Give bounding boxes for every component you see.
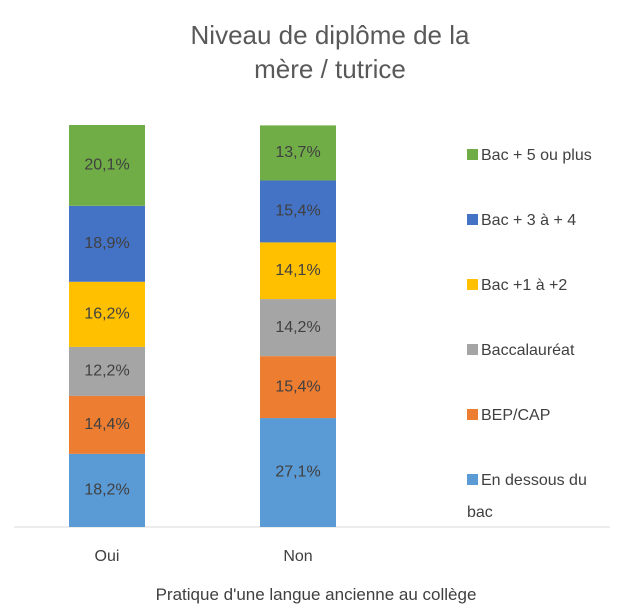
data-label: 27,1% xyxy=(275,464,320,481)
legend-entry: Baccalauréat xyxy=(467,335,627,367)
bar-segment xyxy=(260,125,336,181)
x-axis-title: Pratique d'une langue ancienne au collèg… xyxy=(155,585,477,604)
legend-swatch xyxy=(467,409,478,420)
bar-segment xyxy=(69,346,145,396)
data-label: 15,4% xyxy=(275,378,320,395)
bar-segment xyxy=(69,205,145,282)
data-label: 15,4% xyxy=(275,203,320,220)
data-label: 16,2% xyxy=(84,306,129,323)
legend-entry: Bac + 3 à + 4 xyxy=(467,205,627,237)
legend-label: En dessous du bac xyxy=(467,472,587,521)
data-label: 12,2% xyxy=(84,363,129,380)
data-label: 14,2% xyxy=(275,319,320,336)
bar-segment xyxy=(69,125,145,206)
data-label: 14,4% xyxy=(84,416,129,433)
legend-swatch xyxy=(467,149,478,160)
legend-entry: Bac +1 à +2 xyxy=(467,270,627,302)
chart-title: Niveau de diplôme de la mère / tutrice xyxy=(190,20,470,84)
data-label: 20,1% xyxy=(84,157,129,174)
legend-entry: En dessous du bac xyxy=(467,465,617,529)
bar-segment xyxy=(260,242,336,300)
legend-swatch xyxy=(467,214,478,225)
x-tick-label: Oui xyxy=(95,548,120,565)
bar-segment xyxy=(69,395,145,454)
legend-label: Bac +1 à +2 xyxy=(481,277,568,294)
x-tick-label: Non xyxy=(283,548,312,565)
legend-entry: BEP/CAP xyxy=(467,400,627,432)
legend-label: Baccalauréat xyxy=(481,342,575,359)
legend-entry: Bac + 5 ou plus xyxy=(467,140,627,172)
legend-swatch xyxy=(467,279,478,290)
data-label: 14,1% xyxy=(275,262,320,279)
legend-label: BEP/CAP xyxy=(481,407,551,424)
legend-swatch xyxy=(467,474,478,485)
bar-segment xyxy=(260,180,336,243)
bar-segment xyxy=(69,453,145,527)
data-label: 18,2% xyxy=(84,482,129,499)
data-label: 18,9% xyxy=(84,235,129,252)
bar-segment xyxy=(260,299,336,357)
bar-segment xyxy=(260,356,336,419)
data-label: 13,7% xyxy=(275,144,320,161)
legend-label: Bac + 3 à + 4 xyxy=(481,212,577,229)
bar-segment xyxy=(69,281,145,347)
legend-label: Bac + 5 ou plus xyxy=(481,147,592,164)
bar-segment xyxy=(260,418,336,527)
legend-swatch xyxy=(467,344,478,355)
